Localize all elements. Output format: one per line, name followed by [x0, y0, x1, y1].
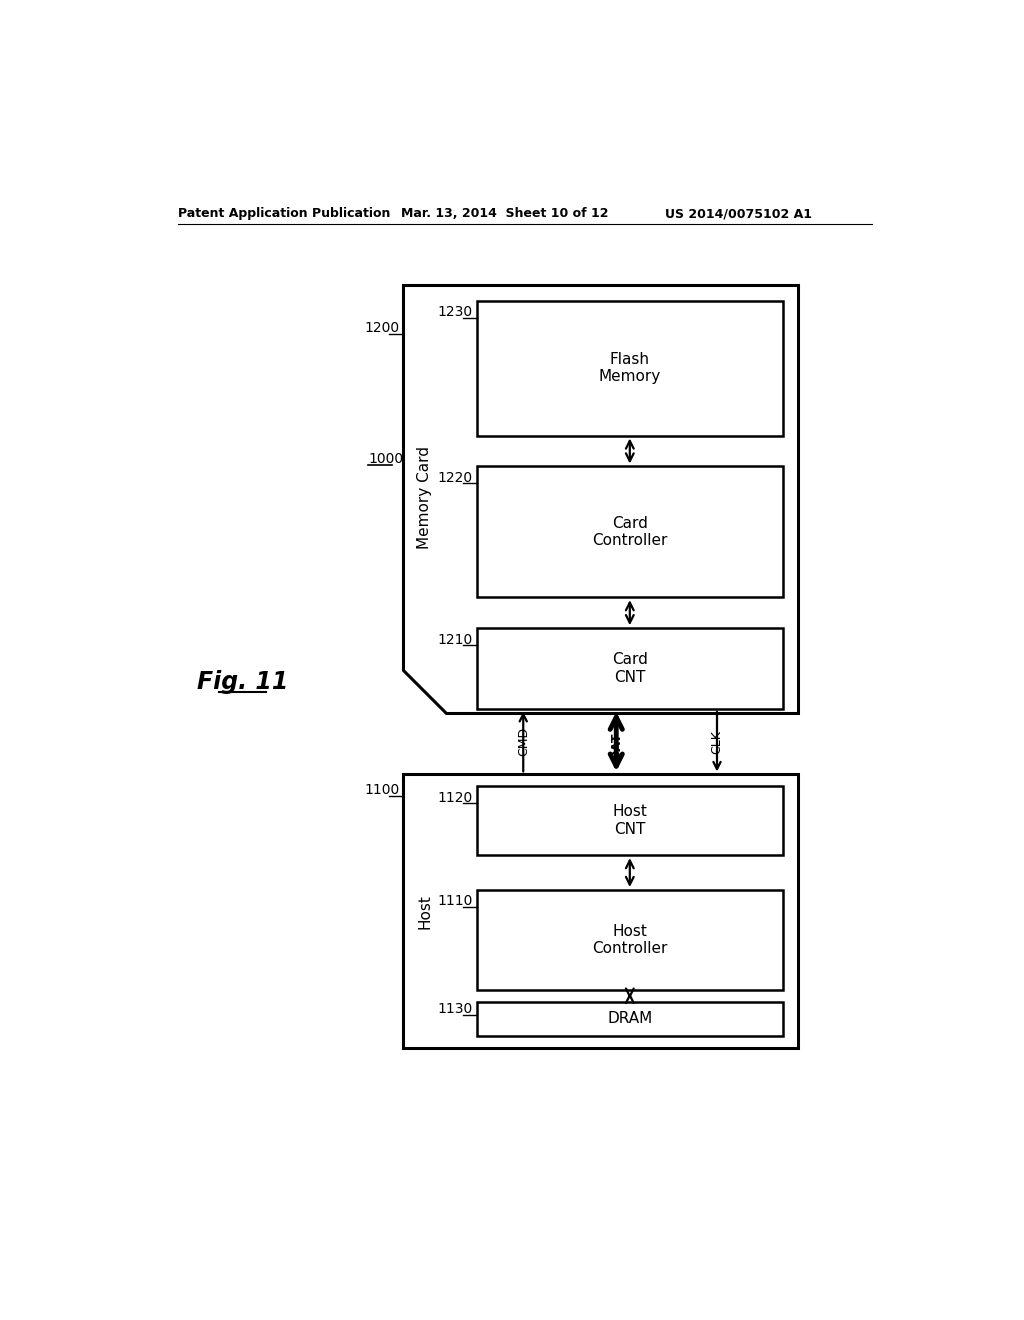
Text: 1100: 1100 [364, 783, 399, 797]
Bar [477, 628, 783, 709]
Polygon shape [403, 285, 799, 713]
Text: Card
CNT: Card CNT [612, 652, 648, 685]
Text: DAT: DAT [609, 731, 623, 759]
Text: Card
Controller: Card Controller [592, 516, 668, 548]
Text: Host
Controller: Host Controller [592, 924, 668, 956]
Text: Host
CNT: Host CNT [612, 804, 647, 837]
Text: US 2014/0075102 A1: US 2014/0075102 A1 [665, 207, 812, 220]
Bar [477, 301, 783, 436]
Text: Patent Application Publication: Patent Application Publication [178, 207, 391, 220]
Text: CMD: CMD [517, 727, 529, 756]
Text: 1120: 1120 [437, 791, 473, 804]
Text: Host: Host [418, 894, 432, 928]
Text: Mar. 13, 2014  Sheet 10 of 12: Mar. 13, 2014 Sheet 10 of 12 [400, 207, 608, 220]
Text: 1210: 1210 [437, 632, 473, 647]
Bar [477, 785, 783, 855]
Text: 1130: 1130 [437, 1002, 473, 1016]
Bar [477, 1002, 783, 1036]
Text: DRAM: DRAM [607, 1011, 652, 1027]
Bar [477, 466, 783, 597]
Text: 1110: 1110 [437, 895, 473, 908]
Text: Memory Card: Memory Card [418, 446, 432, 549]
Text: 1220: 1220 [437, 471, 473, 484]
Text: Flash
Memory: Flash Memory [599, 352, 660, 384]
Text: 1000: 1000 [369, 451, 403, 466]
Text: CLK: CLK [711, 730, 724, 754]
Text: Fig. 11: Fig. 11 [197, 671, 289, 694]
Bar [403, 775, 799, 1048]
Text: 1200: 1200 [365, 321, 399, 335]
Bar [477, 890, 783, 990]
Text: 1230: 1230 [437, 305, 473, 319]
